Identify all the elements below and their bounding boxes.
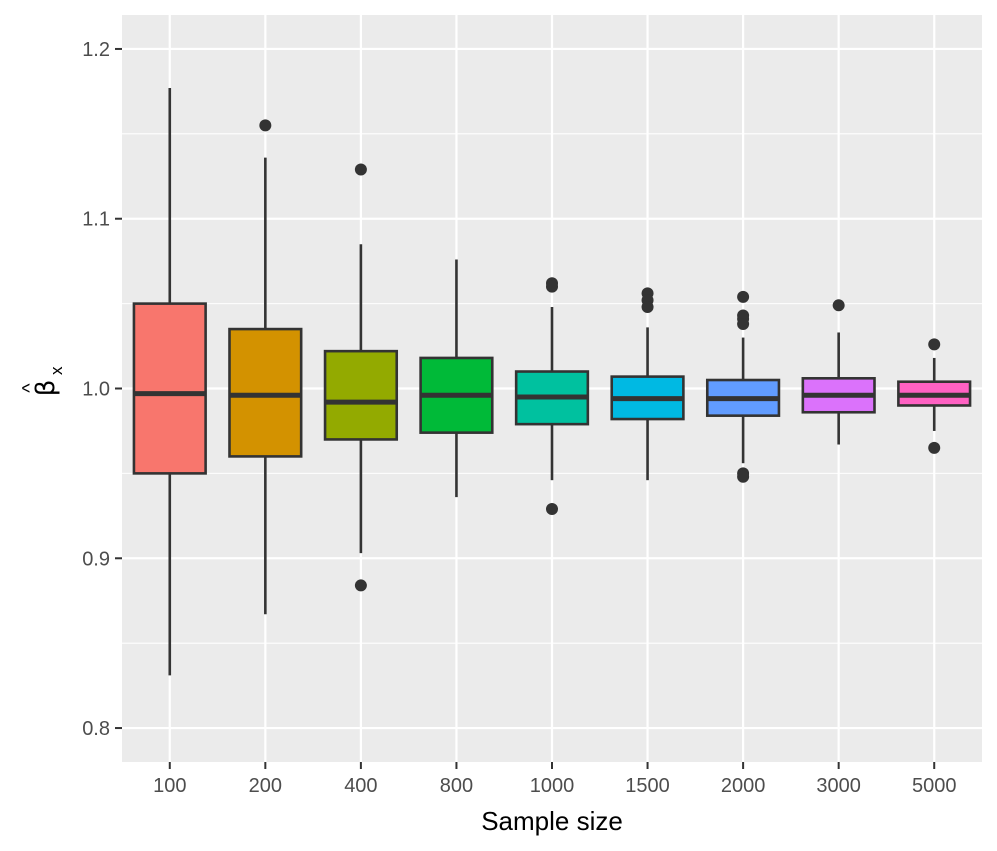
- box-iqr: [323, 349, 399, 441]
- x-tick-label: 1000: [530, 775, 575, 797]
- box-iqr: [228, 327, 303, 458]
- y-tick-label: 0.9: [82, 548, 110, 570]
- outlier-point: [737, 290, 750, 303]
- box-group-800: [419, 259, 494, 498]
- y-axis-title-hat: ^: [19, 383, 41, 393]
- x-tick-label: 5000: [912, 775, 957, 797]
- y-axis: 0.8 0.9 1.0 1.1 1.2: [82, 39, 122, 740]
- outlier-point: [354, 163, 367, 176]
- outlier-point: [928, 441, 941, 454]
- y-axis-title: ^ β x: [19, 366, 66, 396]
- box-group-100: [132, 88, 207, 676]
- x-tick-label: 100: [153, 775, 186, 797]
- box-group-5000: [897, 338, 972, 454]
- x-axis: 100 200 400 800 1000 1500 2000 3000 5000: [153, 762, 956, 797]
- y-tick-label: 0.8: [82, 718, 110, 740]
- y-tick-label: 1.1: [82, 209, 110, 231]
- outlier-point: [832, 299, 845, 312]
- box-group-3000: [801, 299, 876, 445]
- x-tick-label: 400: [344, 775, 377, 797]
- y-axis-title-subscript: x: [47, 366, 66, 375]
- x-tick-label: 200: [249, 775, 282, 797]
- boxes-layer: [132, 88, 972, 676]
- y-tick-label: 1.2: [82, 39, 110, 61]
- box-group-1500: [610, 287, 685, 481]
- box-group-2000: [705, 290, 781, 483]
- outlier-point: [546, 503, 558, 516]
- x-tick-label: 800: [440, 775, 473, 797]
- outlier-point: [546, 280, 558, 293]
- outlier-point: [259, 119, 272, 132]
- y-tick-label: 1.0: [82, 379, 110, 401]
- outlier-point: [641, 301, 654, 314]
- box-group-1000: [514, 277, 590, 516]
- x-tick-label: 2000: [721, 775, 766, 797]
- outlier-point: [737, 470, 750, 483]
- box-group-200: [228, 119, 303, 615]
- box-group-400: [323, 163, 399, 592]
- box-iqr: [132, 302, 207, 475]
- outlier-point: [928, 338, 941, 351]
- x-axis-title: Sample size: [481, 806, 623, 836]
- outlier-point: [737, 317, 750, 330]
- x-tick-label: 3000: [816, 775, 861, 797]
- y-axis-title-symbol: β: [31, 380, 61, 397]
- outlier-point: [354, 579, 367, 592]
- x-tick-label: 1500: [625, 775, 670, 797]
